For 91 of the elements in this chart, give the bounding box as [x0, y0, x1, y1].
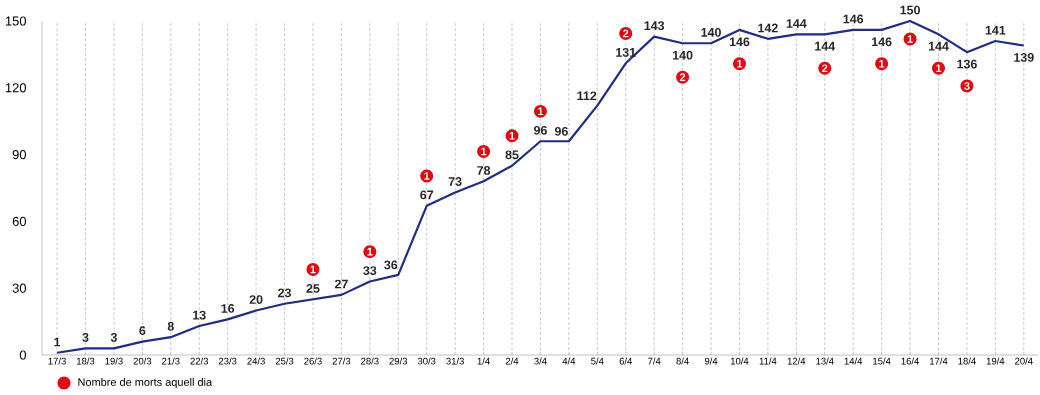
x-tick-label: 12/4: [787, 357, 806, 365]
y-tick-label: 60: [12, 216, 27, 226]
x-tick-label: 23/3: [218, 357, 237, 365]
x-tick-label: 16/4: [901, 357, 919, 365]
y-tick-label: 30: [12, 283, 27, 293]
annotation: 2: [822, 64, 828, 73]
data-label: 146: [872, 37, 892, 47]
data-label: 150: [900, 5, 920, 15]
data-label: 33: [363, 266, 377, 276]
annotation: 2: [623, 29, 629, 38]
x-tick-label: 9/4: [704, 357, 718, 365]
x-tick-label: 20/3: [133, 357, 152, 365]
x-tick-label: 18/3: [77, 357, 95, 365]
annotation: 1: [424, 172, 430, 180]
data-label: 144: [928, 41, 949, 51]
annotation: 1: [907, 35, 913, 43]
x-tick-label: 6/4: [619, 357, 633, 365]
data-label: 112: [577, 91, 597, 101]
x-tick-label: 30/3: [417, 357, 436, 365]
data-label: 140: [701, 27, 721, 37]
annotation: 1: [509, 132, 515, 140]
x-tick-label: 1/4: [477, 357, 490, 365]
x-tick-label: 14/4: [844, 357, 863, 365]
data-label: 20: [249, 295, 263, 304]
x-tick-label: 11/4: [759, 357, 777, 365]
annotation: 1: [737, 60, 743, 68]
data-label: 85: [505, 150, 519, 160]
data-label: 25: [306, 284, 320, 293]
x-tick-label: 17/4: [930, 357, 948, 365]
data-label: 27: [334, 279, 348, 289]
x-tick-label: 3/4: [534, 357, 547, 365]
data-label: 146: [843, 14, 864, 24]
x-tick-label: 15/4: [873, 357, 891, 365]
data-label: 6: [139, 326, 146, 336]
x-tick-label: 5/4: [591, 357, 604, 365]
x-tick-label: 31/3: [446, 357, 464, 365]
data-label: 3: [110, 332, 117, 342]
x-tick-label: 22/3: [190, 357, 209, 365]
annotation: 1: [936, 64, 942, 72]
data-label: 96: [533, 125, 547, 135]
data-label: 144: [786, 19, 807, 28]
data-label: 146: [729, 37, 750, 47]
x-tick-label: 13/4: [816, 357, 834, 365]
x-tick-label: 24/3: [247, 357, 265, 365]
data-label: 3: [82, 332, 89, 342]
y-tick-label: 120: [5, 83, 27, 93]
data-label: 73: [448, 177, 462, 186]
x-tick-label: 19/4: [986, 357, 1005, 365]
x-tick-label: 17/3: [48, 357, 66, 365]
data-label: 96: [554, 126, 568, 136]
data-label: 67: [420, 190, 434, 200]
annotation: 1: [538, 107, 544, 116]
annotation: 1: [481, 147, 487, 156]
data-label: 144: [815, 41, 836, 51]
x-tick-label: 27/3: [332, 357, 351, 365]
annotation: 2: [679, 73, 686, 81]
data-label: 142: [758, 23, 778, 33]
text: Nombre de morts aquell dia: [78, 377, 213, 389]
data-label: 131: [616, 47, 636, 57]
x-tick-label: 28/3: [361, 357, 379, 365]
x-tick-label: 19/3: [105, 357, 123, 365]
x-tick-label: 10/4: [730, 357, 749, 365]
y-tick-label: 0: [19, 350, 27, 360]
data-label: 140: [673, 50, 693, 60]
data-label: 13: [193, 310, 206, 320]
data-label: 143: [644, 21, 665, 31]
annotation: 1: [310, 265, 316, 274]
x-tick-label: 20/4: [1015, 357, 1033, 365]
annotation: 1: [879, 60, 885, 68]
data-label: 16: [221, 304, 235, 313]
data-label: 78: [477, 166, 491, 175]
x-tick-label: 7/4: [648, 357, 661, 365]
annotation: 3: [964, 82, 970, 90]
y-tick-label: 90: [12, 150, 27, 160]
data-label: 36: [384, 260, 398, 270]
y-tick-label: 150: [5, 16, 27, 26]
data-label: 8: [167, 321, 174, 331]
data-label: 139: [1014, 53, 1034, 62]
x-tick-label: 26/3: [304, 357, 322, 365]
data-label: 23: [278, 288, 292, 298]
data-label: 136: [957, 59, 977, 69]
x-tick-label: 25/3: [275, 357, 294, 365]
x-tick-label: 29/3: [389, 357, 408, 365]
x-tick-label: 18/4: [958, 357, 976, 365]
data-label: 1: [54, 337, 61, 347]
x-tick-label: 2/4: [505, 357, 519, 365]
annotation: 1: [367, 247, 373, 256]
x-tick-label: 8/4: [676, 357, 689, 365]
x-tick-label: 4/4: [562, 357, 576, 365]
data-label: 141: [985, 25, 1006, 35]
x-tick-label: 21/3: [162, 357, 180, 365]
